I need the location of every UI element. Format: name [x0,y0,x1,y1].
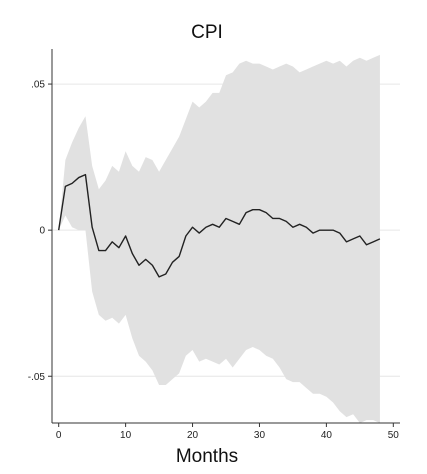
x-tick-label-5: 50 [388,430,400,441]
y-tick-label-0: -.05 [28,372,46,383]
y-tick-label-2: .05 [31,80,45,91]
y-tick-label-1: 0 [39,226,45,237]
confidence-band [58,54,380,424]
x-tick-label-0: 0 [56,430,62,441]
x-tick-label-4: 40 [321,430,333,441]
axes: 0 10 20 30 40 50 -.05 0 .05 [28,49,400,441]
impulse-response-line [57,173,381,278]
x-axis-label: Months [176,446,238,467]
chart-title: CPI [191,22,223,43]
x-tick-label-1: 10 [120,430,132,441]
x-tick-label-2: 20 [187,430,199,441]
x-tick-label-3: 30 [254,430,266,441]
